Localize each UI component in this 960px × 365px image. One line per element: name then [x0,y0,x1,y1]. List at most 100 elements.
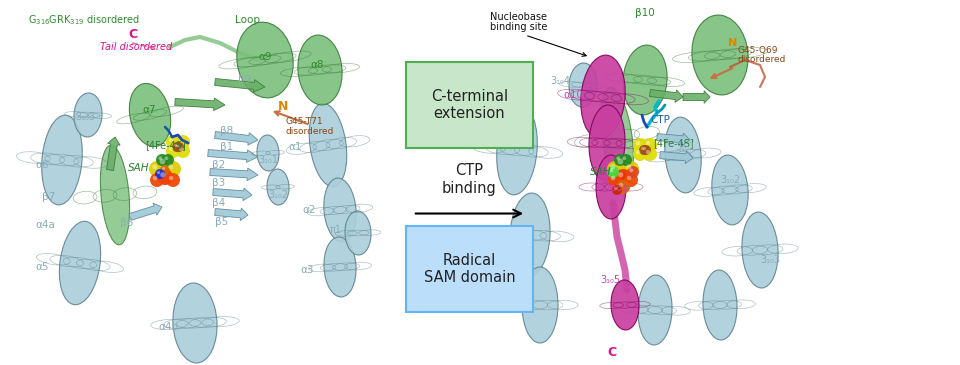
Circle shape [155,169,165,179]
Circle shape [172,142,182,152]
Ellipse shape [324,178,356,242]
Ellipse shape [692,15,748,95]
Circle shape [646,141,650,145]
FancyArrow shape [215,208,248,220]
Circle shape [615,169,631,185]
Text: binding site: binding site [490,22,547,32]
Circle shape [641,145,651,155]
Circle shape [607,161,623,177]
Circle shape [153,164,157,169]
Ellipse shape [345,211,371,255]
FancyArrow shape [660,151,693,164]
Text: disordered: disordered [285,127,333,135]
Text: Tail disordered: Tail disordered [100,42,172,52]
Ellipse shape [664,117,701,193]
Circle shape [614,187,617,190]
Ellipse shape [298,35,342,105]
Circle shape [610,168,613,172]
Circle shape [633,138,647,152]
Ellipse shape [101,145,130,245]
Text: β6: β6 [120,218,133,228]
Ellipse shape [510,193,550,277]
Circle shape [627,176,632,180]
Text: α1: α1 [288,142,301,152]
Text: SAH: SAH [590,167,612,177]
Ellipse shape [589,105,625,181]
Text: CTP
binding: CTP binding [442,163,497,196]
Text: P-loop: P-loop [597,183,629,193]
FancyArrow shape [650,89,683,102]
Text: α2: α2 [302,205,316,215]
Circle shape [159,159,165,164]
Text: C-terminal
extension: C-terminal extension [431,89,508,121]
FancyBboxPatch shape [406,62,533,148]
Circle shape [614,155,632,173]
Circle shape [169,147,173,151]
Text: C: C [128,28,137,42]
Ellipse shape [74,93,102,137]
Text: α10: α10 [563,90,583,100]
Text: β3: β3 [212,178,226,188]
Circle shape [166,135,180,149]
Text: 3₁₀1: 3₁₀1 [675,142,695,152]
Text: β2: β2 [212,160,226,170]
Circle shape [179,138,183,142]
Text: G45-T71: G45-T71 [285,118,323,127]
Circle shape [630,168,634,172]
Circle shape [169,138,173,142]
Text: α7: α7 [142,105,156,115]
Text: Nucleobase: Nucleobase [490,12,547,22]
Text: Radical
SAM domain: Radical SAM domain [423,253,516,285]
Ellipse shape [173,283,217,363]
Ellipse shape [611,280,639,330]
Circle shape [607,166,619,178]
Circle shape [176,135,190,149]
Circle shape [174,142,184,152]
Ellipse shape [581,55,625,139]
Text: 3₁₀2: 3₁₀2 [720,175,740,185]
Text: G45-Q69: G45-Q69 [737,46,778,54]
Circle shape [157,169,173,185]
Ellipse shape [309,103,347,187]
Circle shape [612,185,622,195]
Ellipse shape [60,221,101,305]
Circle shape [150,173,164,187]
Ellipse shape [711,155,748,225]
Text: β5: β5 [215,217,228,227]
Text: β7: β7 [42,192,56,202]
Circle shape [176,144,190,158]
Circle shape [160,172,165,177]
Text: 3₁₀2: 3₁₀2 [268,190,288,200]
Text: α4a: α4a [35,220,55,230]
Text: α6: α6 [35,160,49,170]
Ellipse shape [638,275,672,345]
Circle shape [611,176,615,180]
Ellipse shape [569,63,597,107]
Circle shape [636,141,640,145]
Ellipse shape [623,45,667,115]
Ellipse shape [596,155,626,219]
Circle shape [620,154,632,166]
Text: N: N [728,38,737,48]
Text: SAH: SAH [128,163,150,173]
Text: β9: β9 [238,75,252,85]
FancyArrow shape [683,91,710,103]
Text: α5: α5 [35,262,49,272]
Ellipse shape [601,88,634,187]
FancyArrow shape [213,188,252,201]
FancyArrow shape [107,137,120,170]
Circle shape [162,154,174,166]
Circle shape [617,159,623,164]
Text: CTP: CTP [650,115,670,125]
Ellipse shape [703,270,737,340]
Circle shape [616,180,630,194]
Ellipse shape [237,22,293,98]
Ellipse shape [496,105,538,195]
Text: β1: β1 [220,142,233,152]
Ellipse shape [41,115,83,205]
Text: β8: β8 [220,126,233,136]
Circle shape [179,147,183,151]
Circle shape [643,138,657,152]
FancyArrow shape [207,150,258,162]
FancyBboxPatch shape [406,226,533,312]
